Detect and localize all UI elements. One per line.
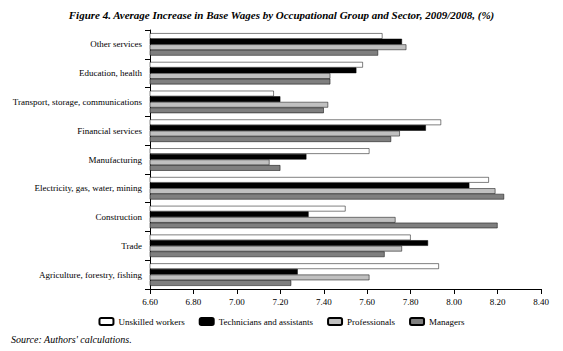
svg-text:7.20: 7.20 <box>272 297 288 307</box>
svg-text:Transport, storage, communicat: Transport, storage, communications <box>13 97 143 107</box>
svg-text:6.80: 6.80 <box>186 297 202 307</box>
svg-text:Construction: Construction <box>96 212 143 222</box>
svg-text:7.00: 7.00 <box>229 297 245 307</box>
svg-text:7.60: 7.60 <box>359 297 375 307</box>
svg-text:Manufacturing: Manufacturing <box>89 155 143 165</box>
svg-text:Figure 4. Average Increase in: Figure 4. Average Increase in Base Wages… <box>68 9 495 22</box>
svg-text:8.40: 8.40 <box>533 297 549 307</box>
svg-text:Unskilled workers: Unskilled workers <box>118 317 185 327</box>
svg-text:Agriculture, forestry, fishing: Agriculture, forestry, fishing <box>39 270 142 280</box>
svg-text:8.20: 8.20 <box>490 297 506 307</box>
svg-text:6.60: 6.60 <box>142 297 158 307</box>
svg-text:Managers: Managers <box>429 317 465 327</box>
svg-text:Other services: Other services <box>90 39 142 49</box>
svg-text:Technicians and assistants: Technicians and assistants <box>219 317 314 327</box>
svg-text:Electricity, gas, water, minin: Electricity, gas, water, mining <box>34 183 142 193</box>
svg-text:8.00: 8.00 <box>446 297 462 307</box>
svg-text:Education, health: Education, health <box>79 68 142 78</box>
svg-text:7.80: 7.80 <box>403 297 419 307</box>
svg-text:7.40: 7.40 <box>316 297 332 307</box>
svg-text:Professionals: Professionals <box>347 317 395 327</box>
svg-text:Financial services: Financial services <box>77 126 142 136</box>
svg-text:Source: Authors' calculations.: Source: Authors' calculations. <box>11 334 132 345</box>
svg-text:Trade: Trade <box>121 241 142 251</box>
